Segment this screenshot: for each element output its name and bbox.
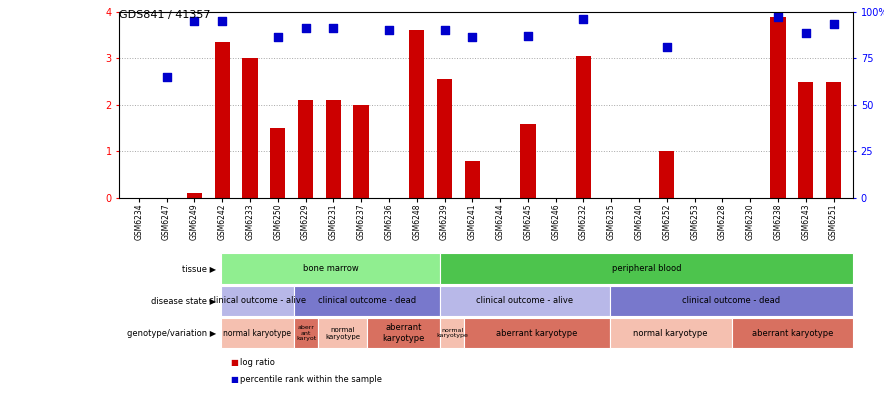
Bar bbox=[298, 100, 313, 198]
Text: tissue ▶: tissue ▶ bbox=[182, 265, 217, 273]
Text: peripheral blood: peripheral blood bbox=[612, 265, 682, 273]
Text: normal karyotype: normal karyotype bbox=[634, 329, 708, 337]
Text: aberrant
karyotype: aberrant karyotype bbox=[382, 324, 424, 343]
Text: percentile rank within the sample: percentile rank within the sample bbox=[240, 375, 383, 384]
Point bbox=[326, 25, 340, 31]
Text: aberr
ant
karyot: aberr ant karyot bbox=[296, 325, 316, 341]
Text: normal
karyotype: normal karyotype bbox=[325, 327, 360, 339]
Text: clinical outcome - alive: clinical outcome - alive bbox=[209, 297, 306, 305]
Point bbox=[771, 13, 785, 20]
Bar bbox=[575, 56, 591, 198]
Point bbox=[827, 20, 841, 27]
Bar bbox=[798, 82, 813, 198]
Text: genotype/variation ▶: genotype/variation ▶ bbox=[127, 329, 217, 337]
Bar bbox=[242, 58, 257, 198]
Text: clinical outcome - dead: clinical outcome - dead bbox=[317, 297, 416, 305]
Text: bone marrow: bone marrow bbox=[302, 265, 358, 273]
Bar bbox=[325, 100, 341, 198]
Bar bbox=[215, 42, 230, 198]
Text: clinical outcome - alive: clinical outcome - alive bbox=[476, 297, 574, 305]
Bar bbox=[271, 128, 286, 198]
Bar bbox=[770, 17, 786, 198]
Point bbox=[159, 74, 173, 80]
Point bbox=[299, 25, 313, 31]
Point bbox=[799, 30, 813, 36]
Bar bbox=[659, 151, 674, 198]
Text: aberrant karyotype: aberrant karyotype bbox=[751, 329, 833, 337]
Text: log ratio: log ratio bbox=[240, 358, 275, 367]
Point bbox=[271, 34, 285, 41]
Point bbox=[659, 44, 674, 50]
Point bbox=[576, 16, 591, 22]
Bar bbox=[409, 30, 424, 198]
Point bbox=[215, 18, 229, 25]
Point bbox=[521, 33, 535, 39]
Point bbox=[187, 18, 202, 25]
Bar bbox=[187, 193, 202, 198]
Bar bbox=[354, 105, 369, 198]
Point bbox=[382, 27, 396, 34]
Bar bbox=[826, 82, 842, 198]
Text: normal karyotype: normal karyotype bbox=[224, 329, 292, 337]
Point bbox=[438, 27, 452, 34]
Text: GDS841 / 41357: GDS841 / 41357 bbox=[119, 10, 211, 20]
Bar bbox=[437, 79, 452, 198]
Text: ■: ■ bbox=[230, 358, 238, 367]
Bar bbox=[521, 124, 536, 198]
Bar bbox=[465, 161, 480, 198]
Text: clinical outcome - dead: clinical outcome - dead bbox=[682, 297, 781, 305]
Text: normal
karyotype: normal karyotype bbox=[436, 327, 468, 339]
Text: aberrant karyotype: aberrant karyotype bbox=[496, 329, 578, 337]
Text: disease state ▶: disease state ▶ bbox=[151, 297, 217, 305]
Text: ■: ■ bbox=[230, 375, 238, 384]
Point bbox=[465, 34, 479, 41]
